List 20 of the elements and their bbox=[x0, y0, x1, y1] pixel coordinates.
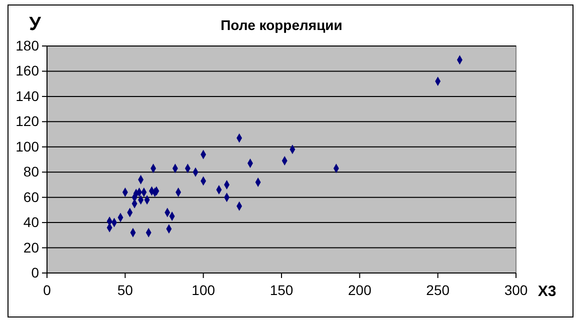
y-tick-label: 120 bbox=[16, 113, 40, 130]
x-tick-label: 150 bbox=[270, 282, 294, 298]
y-tick-label: 100 bbox=[16, 138, 40, 154]
y-tick-label: 180 bbox=[16, 37, 40, 54]
y-tick-label: 160 bbox=[16, 62, 40, 79]
x-tick-label: 0 bbox=[43, 282, 52, 298]
y-tick-label: 140 bbox=[16, 88, 40, 104]
y-axis-title: У bbox=[29, 14, 42, 35]
y-tick-label: 0 bbox=[31, 264, 40, 280]
y-tick-label: 80 bbox=[23, 164, 40, 180]
chart-title: Поле корреляции bbox=[220, 17, 342, 33]
x-axis-title: X3 bbox=[538, 283, 556, 300]
y-tick-label: 40 bbox=[23, 214, 40, 230]
y-tick-label: 60 bbox=[23, 188, 40, 205]
y-tick-label: 20 bbox=[23, 239, 40, 256]
x-tick-label: 250 bbox=[426, 282, 450, 298]
x-tick-label: 200 bbox=[348, 282, 372, 298]
x-tick-label: 100 bbox=[192, 282, 216, 298]
x-tick-label: 300 bbox=[504, 282, 528, 298]
x-tick-label: 50 bbox=[117, 282, 134, 298]
